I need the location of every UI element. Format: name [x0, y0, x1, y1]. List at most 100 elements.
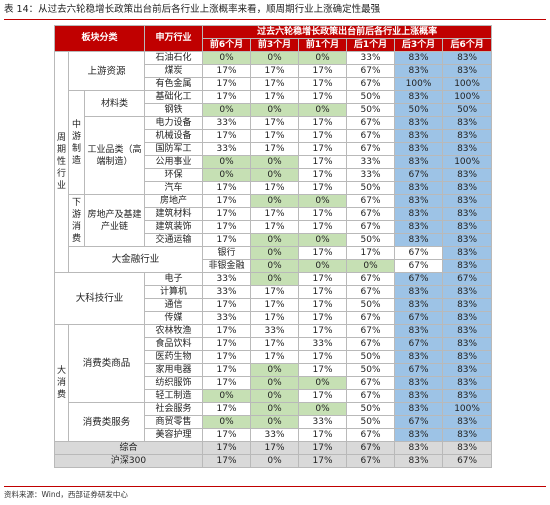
industry-name: 汽车: [144, 181, 204, 195]
probability-cell: 17%: [250, 64, 300, 78]
probability-cell: 0%: [250, 246, 300, 260]
probability-cell: 83%: [394, 142, 444, 156]
probability-cell: 67%: [394, 259, 444, 273]
probability-cell: 0%: [202, 168, 252, 182]
group-upstream: 上游资源: [67, 51, 146, 91]
industry-name: 银行: [202, 246, 252, 260]
group-midstream: 中游制造: [68, 90, 85, 195]
table-row: 美容护理 17% 33% 17% 67% 83% 83%: [55, 428, 493, 442]
probability-cell: 67%: [346, 207, 396, 221]
probability-cell: 17%: [298, 389, 348, 403]
probability-cell: 0%: [298, 194, 348, 208]
probability-cell: 67%: [394, 363, 444, 377]
industry-name: 计算机: [144, 285, 204, 299]
probability-cell: 17%: [298, 441, 348, 455]
probability-cell: 33%: [346, 51, 396, 65]
probability-cell: 17%: [298, 428, 348, 442]
probability-cell: 17%: [298, 142, 348, 156]
industry-name: 公用事业: [144, 155, 204, 169]
probability-cell: 83%: [442, 168, 493, 182]
probability-cell: 0%: [250, 155, 300, 169]
probability-cell: 100%: [442, 402, 493, 416]
group-materials: 材料类: [83, 90, 146, 117]
table-row: 公用事业 0% 0% 17% 33% 83% 100%: [55, 155, 493, 169]
probability-cell: 67%: [346, 311, 396, 325]
probability-cell: 17%: [250, 181, 300, 195]
probability-cell: 67%: [346, 389, 396, 403]
period-header: 后6个月: [442, 38, 493, 52]
probability-cell: 83%: [394, 220, 444, 234]
probability-cell: 83%: [442, 207, 493, 221]
industry-name: 通信: [144, 298, 204, 312]
probability-cell: 0%: [250, 376, 300, 390]
probability-cell: 0%: [250, 51, 300, 65]
probability-cell: 83%: [442, 337, 493, 351]
probability-cell: 0%: [202, 389, 252, 403]
industry-name: 轻工制造: [144, 389, 204, 403]
probability-cell: 67%: [346, 337, 396, 351]
probability-cell: 17%: [202, 90, 252, 104]
probability-cell: 83%: [442, 324, 493, 338]
probability-cell: 83%: [394, 194, 444, 208]
probability-cell: 17%: [298, 90, 348, 104]
probability-cell: 67%: [394, 337, 444, 351]
sector-column-header: 板块分类: [53, 25, 146, 52]
probability-cell: 67%: [346, 220, 396, 234]
industry-name: 农林牧渔: [144, 324, 204, 338]
probability-cell: 83%: [394, 298, 444, 312]
probability-cell: 33%: [298, 337, 348, 351]
probability-cell: 17%: [298, 116, 348, 130]
probability-cell: 83%: [394, 428, 444, 442]
probability-cell: 17%: [250, 129, 300, 143]
probability-cell: 17%: [202, 441, 252, 455]
probability-cell: 33%: [202, 116, 252, 130]
probability-cell: 67%: [346, 285, 396, 299]
industry-name: 医药生物: [144, 350, 204, 364]
probability-cell: 33%: [202, 311, 252, 325]
probability-cell: 17%: [298, 220, 348, 234]
industry-name: 纺织服饰: [144, 376, 204, 390]
table-row: 医药生物 17% 17% 17% 50% 83% 83%: [55, 350, 493, 364]
probability-cell: 17%: [298, 350, 348, 364]
probability-cell: 67%: [394, 415, 444, 429]
probability-cell: 83%: [442, 181, 493, 195]
probability-cell: 67%: [346, 64, 396, 78]
probability-cell: 17%: [298, 155, 348, 169]
table-row: 商贸零售 0% 0% 33% 50% 67% 83%: [55, 415, 493, 429]
period-header: 前6个月: [202, 38, 252, 52]
probability-cell: 0%: [250, 454, 300, 468]
probability-cell: 83%: [442, 64, 493, 78]
probability-cell: 17%: [298, 246, 348, 260]
probability-cell: 67%: [346, 454, 396, 468]
probability-cell: 67%: [394, 168, 444, 182]
probability-cell: 67%: [346, 194, 396, 208]
probability-cell: 17%: [250, 90, 300, 104]
probability-cell: 83%: [442, 298, 493, 312]
probability-cell: 67%: [346, 142, 396, 156]
industry-name: 社会服务: [144, 402, 204, 416]
table-title: 表 14：从过去六轮稳增长政策出台前后各行业上涨概率来看，顺周期行业上涨确定性最…: [4, 4, 381, 15]
table-row: 大科技行业 电子 33% 0% 17% 67% 67% 67%: [53, 272, 493, 325]
probability-cell: 83%: [394, 454, 444, 468]
industry-name: 美容护理: [144, 428, 204, 442]
probability-cell: 67%: [346, 116, 396, 130]
group-consumer-goods: 消费类商品: [67, 324, 146, 403]
probability-cell: 83%: [394, 233, 444, 247]
group-industrial: 工业品类（高端制造）: [83, 116, 146, 195]
probability-cell: 17%: [202, 363, 252, 377]
period-header: 前1个月: [298, 38, 348, 52]
table-row: 食品饮料 17% 17% 33% 67% 67% 83%: [55, 337, 493, 351]
industry-name: 综合: [53, 441, 204, 455]
probability-cell: 83%: [394, 324, 444, 338]
probability-cell: 50%: [346, 298, 396, 312]
probability-cell: 67%: [394, 272, 444, 286]
probability-cell: 83%: [394, 376, 444, 390]
title-divider: [4, 19, 546, 20]
probability-cell: 67%: [346, 129, 396, 143]
probability-cell: 17%: [202, 129, 252, 143]
probability-cell: 100%: [442, 90, 493, 104]
probability-cell: 17%: [298, 363, 348, 377]
group-tech: 大科技行业: [53, 272, 146, 325]
probability-cell: 0%: [298, 51, 348, 65]
industry-name: 国防军工: [144, 142, 204, 156]
